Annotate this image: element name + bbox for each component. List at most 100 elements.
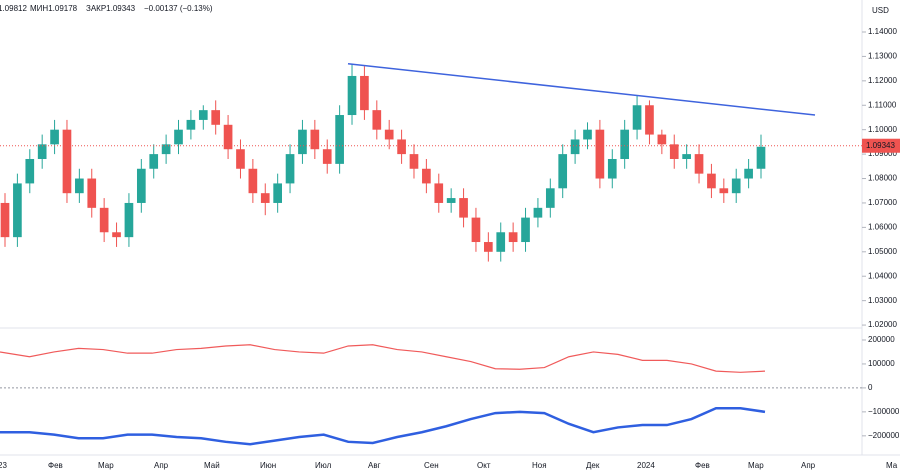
candle-body — [372, 110, 382, 130]
candle-body — [273, 183, 282, 203]
candle-body — [174, 129, 183, 145]
candle-body — [335, 115, 344, 164]
candle-body — [570, 139, 580, 155]
candle-body — [422, 168, 431, 184]
candle-body — [112, 232, 121, 238]
candle-body — [260, 193, 270, 203]
y-tick-label: 1.05000 — [868, 247, 897, 256]
y-tick-label: 1.06000 — [868, 222, 897, 231]
candle-body — [583, 129, 592, 140]
candle-body — [521, 217, 530, 243]
trend-line — [347, 62, 816, 116]
y-tick-label: 1.02000 — [868, 320, 897, 329]
candle-body — [533, 207, 543, 218]
y2-tick-label: −100000 — [868, 407, 900, 416]
y-tick-label: 1.14000 — [868, 27, 897, 36]
candle-body — [198, 110, 208, 120]
header-value: ЗАКР1.09343 — [86, 4, 136, 13]
y2-tick-label: −200000 — [868, 431, 900, 440]
candle-body — [384, 129, 394, 140]
last-price-label: 1.09343 — [866, 141, 895, 150]
x-tick-label: Май — [204, 461, 220, 470]
candle-body — [657, 134, 667, 145]
candle-body — [756, 146, 766, 169]
x-tick-label: Ноя — [532, 461, 547, 470]
candle-body — [310, 129, 320, 150]
candle-body — [632, 105, 642, 130]
candle-body — [409, 154, 419, 169]
currency-label: USD — [872, 6, 889, 15]
candle-body — [744, 168, 753, 179]
candle-body — [397, 139, 406, 155]
x-tick-label: Дек — [586, 461, 600, 470]
candle-body — [607, 158, 617, 179]
candle-body — [223, 124, 233, 150]
candle-body — [360, 75, 369, 111]
y2-tick-label: 0 — [868, 383, 873, 392]
x-tick-label: Ма — [886, 461, 898, 470]
candle-body — [186, 119, 196, 130]
y-tick-label: 1.10000 — [868, 125, 897, 134]
candle-body — [322, 149, 332, 164]
candle-body — [87, 178, 97, 208]
x-tick-label: Фев — [48, 461, 63, 470]
candle-body — [595, 129, 605, 179]
candle-body — [471, 217, 481, 243]
x-tick-label: Июн — [260, 461, 276, 470]
y-tick-label: 1.04000 — [868, 271, 897, 280]
candle-body — [161, 144, 171, 155]
y-tick-label: 1.13000 — [868, 52, 897, 61]
x-tick-label: Апр — [801, 461, 816, 470]
x-tick-label: Авг — [368, 461, 381, 470]
candle-body — [75, 178, 84, 194]
y-tick-label: 1.08000 — [868, 174, 897, 183]
candle-body — [484, 242, 493, 252]
candle-body — [298, 129, 307, 155]
x-tick-label: Апр — [154, 461, 169, 470]
candle-body — [285, 154, 295, 184]
candle-body — [13, 183, 22, 238]
candle-body — [136, 168, 146, 203]
candle-body — [558, 154, 568, 189]
candle-body — [124, 202, 134, 238]
candle-body — [645, 105, 654, 135]
x-tick-label: 2024 — [637, 461, 655, 470]
x-tick-label: Июл — [315, 461, 332, 470]
candle-body — [211, 110, 221, 125]
x-tick-label: Сен — [424, 461, 439, 470]
y-tick-label: 1.12000 — [868, 76, 897, 85]
candle-body — [446, 198, 456, 203]
x-tick-label: 23 — [0, 461, 7, 470]
candle-body — [99, 207, 109, 233]
candle-body — [669, 144, 679, 159]
candle-body — [149, 154, 159, 169]
candle-body — [347, 75, 357, 116]
candle-body — [694, 154, 704, 174]
candle-body — [62, 129, 72, 194]
candle-body — [0, 202, 10, 238]
indicator-line — [0, 407, 766, 446]
candle-body — [25, 158, 35, 184]
y-tick-label: 1.03000 — [868, 296, 897, 305]
header-value: −0.00137 (−0.13%) — [144, 4, 213, 13]
candle-body — [248, 168, 258, 194]
y2-tick-label: 200000 — [868, 335, 895, 344]
header-value: МИН1.09178 — [30, 4, 78, 13]
indicator-line — [0, 344, 766, 373]
candle-body — [682, 154, 691, 159]
candle-body — [545, 188, 555, 208]
y-tick-label: 1.11000 — [868, 100, 897, 109]
candle-body — [434, 183, 444, 203]
last-price-box — [862, 138, 900, 153]
candle-body — [731, 178, 741, 194]
x-tick-label: Окт — [477, 461, 491, 470]
x-tick-label: Мар — [98, 461, 114, 470]
candle-body — [459, 198, 468, 218]
x-tick-label: Фев — [695, 461, 710, 470]
y-tick-label: 1.09000 — [868, 149, 897, 158]
candle-body — [508, 232, 518, 243]
candle-body — [707, 173, 716, 189]
candle-body — [496, 232, 506, 252]
